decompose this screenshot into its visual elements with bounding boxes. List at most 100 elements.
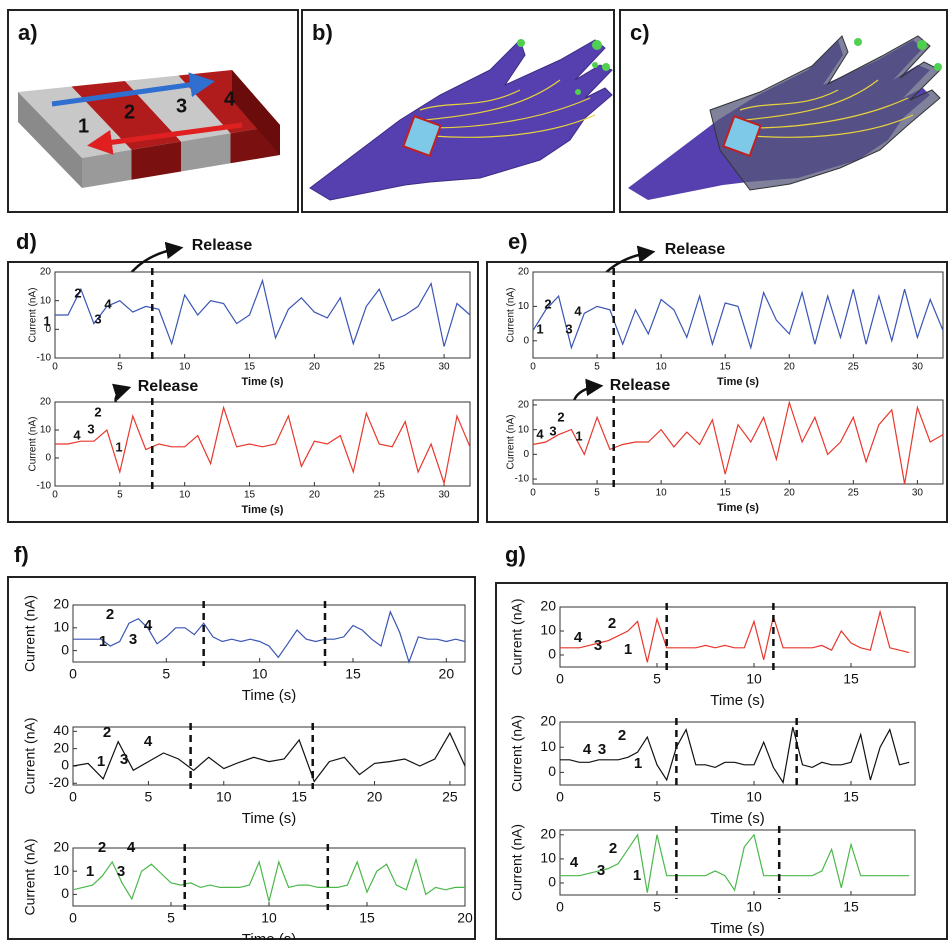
annotation: 3 bbox=[120, 751, 128, 768]
x-tick-label: 10 bbox=[179, 362, 191, 373]
annotation: 1 bbox=[633, 867, 641, 884]
x-axis-label: Time (s) bbox=[710, 920, 764, 937]
y-tick-label: -20 bbox=[49, 774, 69, 790]
panel-label: d) bbox=[16, 229, 37, 254]
panel-label: e) bbox=[508, 229, 528, 254]
x-tick-label: 10 bbox=[261, 909, 277, 925]
annotation: 2 bbox=[618, 727, 626, 744]
x-tick-label: 20 bbox=[439, 665, 455, 681]
x-tick-label: 10 bbox=[746, 898, 762, 914]
x-tick-label: 5 bbox=[653, 670, 661, 686]
y-axis-label: Current (nA) bbox=[509, 824, 525, 901]
x-tick-label: 25 bbox=[374, 362, 386, 373]
x-tick-label: 30 bbox=[439, 490, 451, 501]
figure: a) b) c) d) e) f) g) 1 2 3 4 05101520253… bbox=[0, 0, 949, 940]
y-tick-label: 10 bbox=[540, 738, 556, 754]
y-tick-label: 20 bbox=[518, 267, 530, 278]
x-tick-label: 5 bbox=[167, 909, 175, 925]
annotation: 2 bbox=[557, 409, 564, 424]
x-axis-label: Time (s) bbox=[242, 931, 296, 940]
x-tick-label: 20 bbox=[457, 909, 473, 925]
x-tick-label: 10 bbox=[252, 665, 268, 681]
x-tick-label: 10 bbox=[216, 788, 232, 804]
annotation: 1 bbox=[536, 321, 543, 336]
x-tick-label: 5 bbox=[117, 362, 123, 373]
annotation: 2 bbox=[94, 404, 101, 419]
x-tick-label: 10 bbox=[179, 490, 191, 501]
y-axis-label: Current (nA) bbox=[22, 595, 38, 672]
x-tick-label: 15 bbox=[720, 362, 732, 373]
x-tick-label: 30 bbox=[912, 362, 924, 373]
y-tick-label: 0 bbox=[61, 885, 69, 901]
y-axis-label: Current (nA) bbox=[509, 715, 525, 792]
axes-frame bbox=[533, 400, 943, 484]
y-tick-label: 10 bbox=[53, 862, 69, 878]
x-tick-label: 15 bbox=[843, 898, 859, 914]
x-tick-label: 15 bbox=[345, 665, 361, 681]
annotation: 1 bbox=[575, 428, 582, 443]
axes-frame bbox=[533, 272, 943, 358]
x-tick-label: 0 bbox=[556, 898, 564, 914]
y-axis-label: Current (nA) bbox=[506, 414, 517, 469]
y-tick-label: 10 bbox=[40, 295, 52, 306]
y-tick-label: 0 bbox=[45, 453, 51, 464]
annotation: 2 bbox=[544, 296, 551, 311]
y-tick-label: 10 bbox=[540, 850, 556, 866]
annotation: 2 bbox=[609, 840, 617, 857]
x-axis-label: Time (s) bbox=[242, 376, 284, 388]
annotation: 4 bbox=[144, 617, 153, 634]
annotation: 3 bbox=[594, 637, 602, 654]
panel-label: f) bbox=[14, 542, 29, 567]
annotation: 1 bbox=[99, 633, 107, 650]
y-tick-label: 20 bbox=[53, 839, 69, 855]
x-tick-label: 25 bbox=[442, 788, 458, 804]
annotation: 1 bbox=[115, 439, 122, 454]
y-axis-label: Current (nA) bbox=[506, 287, 517, 342]
x-tick-label: 15 bbox=[244, 490, 256, 501]
annotation: 2 bbox=[74, 285, 81, 300]
x-tick-label: 5 bbox=[117, 490, 123, 501]
x-tick-label: 10 bbox=[656, 488, 668, 499]
y-tick-label: 20 bbox=[53, 739, 69, 755]
y-tick-label: 0 bbox=[548, 874, 556, 890]
annotation: 3 bbox=[94, 311, 101, 326]
annotation: 2 bbox=[103, 724, 111, 741]
x-tick-label: 5 bbox=[144, 788, 152, 804]
electrode-block bbox=[18, 70, 280, 188]
x-axis-label: Time (s) bbox=[242, 687, 296, 704]
annotation: 3 bbox=[565, 321, 572, 336]
annotation: 1 bbox=[86, 863, 94, 880]
x-tick-label: 25 bbox=[374, 490, 386, 501]
annotation: 3 bbox=[117, 863, 125, 880]
x-axis-label: Time (s) bbox=[242, 504, 284, 516]
x-tick-label: 0 bbox=[52, 362, 58, 373]
annotation: 1 bbox=[43, 313, 50, 328]
annotation: 2 bbox=[106, 606, 114, 623]
y-tick-label: 10 bbox=[540, 622, 556, 638]
x-axis-label: Time (s) bbox=[717, 502, 759, 514]
annotation: 4 bbox=[144, 733, 153, 750]
annotation: 4 bbox=[104, 296, 112, 311]
x-tick-label: 15 bbox=[720, 488, 732, 499]
x-tick-label: 5 bbox=[594, 362, 600, 373]
electrode-label: 4 bbox=[224, 88, 236, 110]
x-tick-label: 5 bbox=[653, 788, 661, 804]
electrode-label: 3 bbox=[176, 95, 187, 117]
y-tick-label: 0 bbox=[61, 641, 69, 657]
x-tick-label: 0 bbox=[530, 362, 536, 373]
y-tick-label: 20 bbox=[53, 596, 69, 612]
annotation: 2 bbox=[608, 615, 616, 632]
x-tick-label: 20 bbox=[309, 490, 321, 501]
y-tick-label: 0 bbox=[523, 449, 529, 460]
y-tick-label: 10 bbox=[53, 619, 69, 635]
axes-frame bbox=[560, 722, 915, 785]
annotation: 3 bbox=[129, 631, 137, 648]
x-tick-label: 0 bbox=[69, 665, 77, 681]
x-tick-label: 30 bbox=[912, 488, 924, 499]
y-tick-label: 10 bbox=[518, 424, 530, 435]
x-tick-label: 20 bbox=[367, 788, 383, 804]
x-tick-label: 5 bbox=[594, 488, 600, 499]
x-tick-label: 5 bbox=[653, 898, 661, 914]
x-axis-label: Time (s) bbox=[242, 810, 296, 827]
hand-glove-illustration bbox=[628, 36, 942, 200]
